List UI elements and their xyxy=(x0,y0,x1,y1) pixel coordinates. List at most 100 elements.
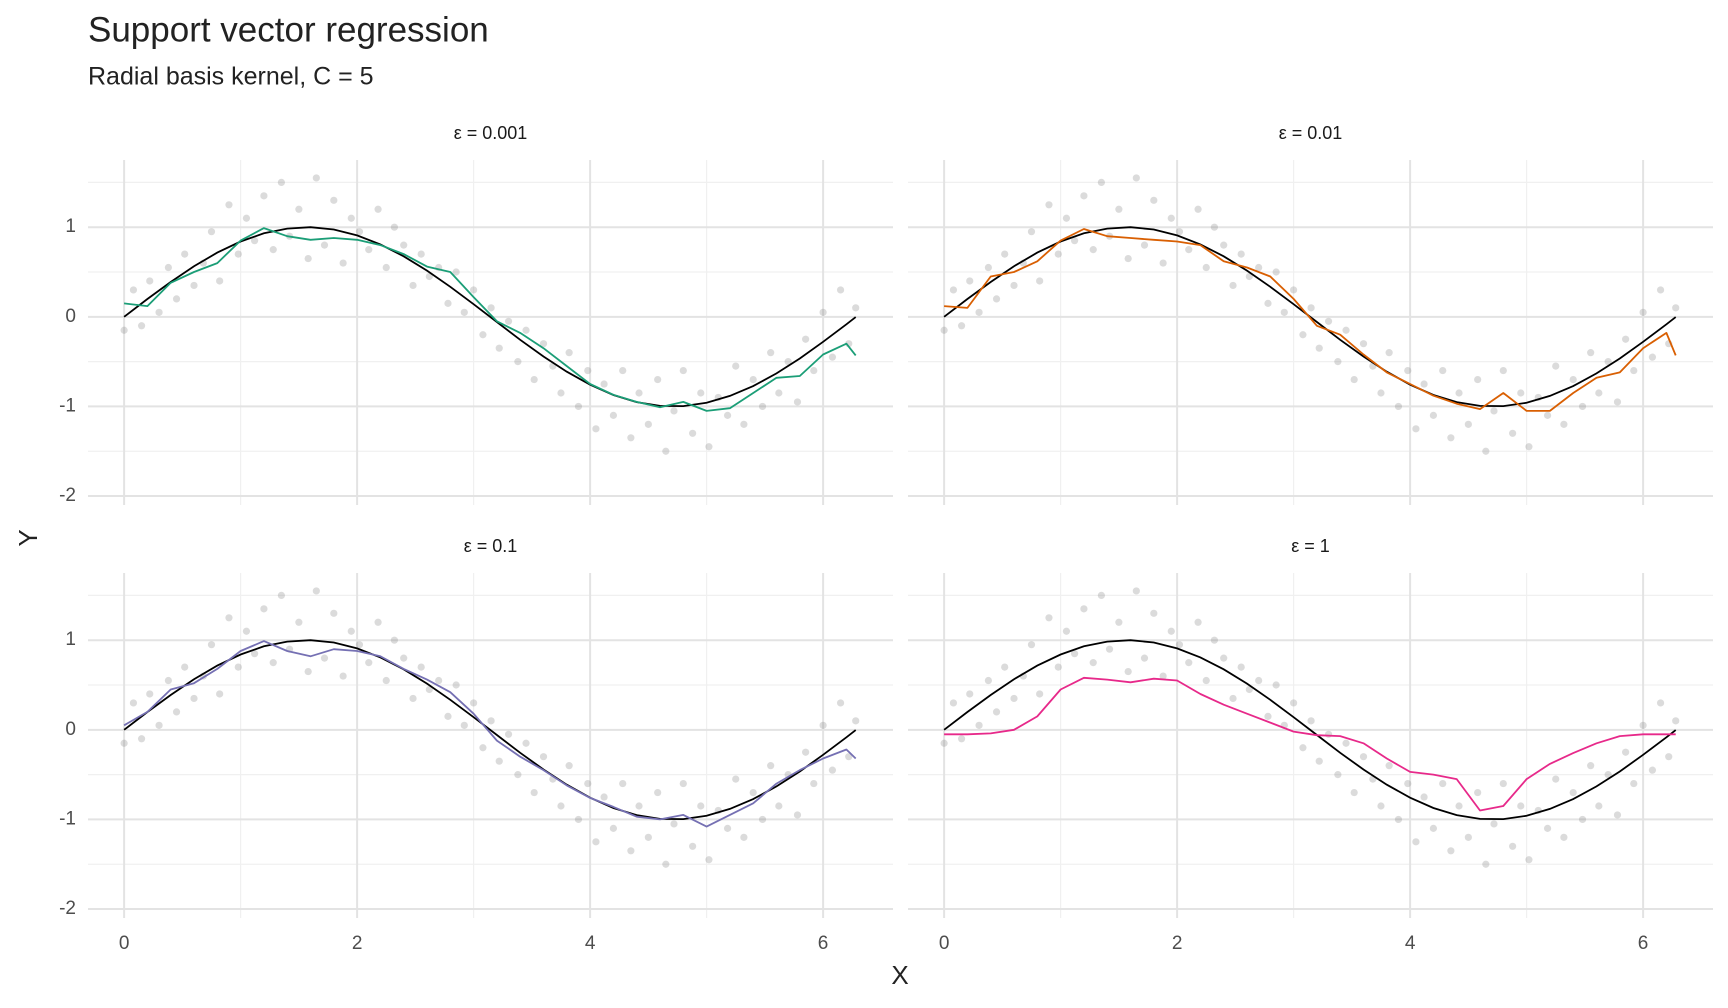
data-point xyxy=(689,842,697,850)
data-point xyxy=(1350,788,1358,797)
data-point xyxy=(1299,744,1307,752)
data-point xyxy=(749,375,757,384)
data-point xyxy=(1307,304,1315,312)
data-point xyxy=(1315,344,1323,352)
data-point xyxy=(1140,654,1149,662)
data-point xyxy=(1185,659,1193,667)
data-point xyxy=(1202,263,1210,272)
data-point xyxy=(1569,375,1577,384)
data-point xyxy=(129,699,138,707)
data-point xyxy=(1115,618,1123,626)
data-point xyxy=(522,739,530,747)
data-point xyxy=(1054,250,1062,258)
data-point xyxy=(444,299,452,307)
x-tick-label: 2 xyxy=(1172,933,1183,954)
data-point xyxy=(679,779,687,788)
data-point xyxy=(1630,366,1638,375)
data-point xyxy=(216,690,224,698)
data-point xyxy=(1648,766,1657,774)
data-point xyxy=(487,304,495,312)
data-point xyxy=(1054,663,1062,671)
data-point xyxy=(409,694,417,703)
data-point xyxy=(460,308,468,316)
data-point xyxy=(975,721,983,729)
data-point xyxy=(1622,335,1630,343)
data-point xyxy=(1447,847,1455,855)
data-point xyxy=(584,779,592,788)
data-point xyxy=(452,681,460,689)
data-point xyxy=(409,281,417,290)
strip-label: ε = 1 xyxy=(1291,536,1330,556)
data-point xyxy=(836,286,845,294)
data-point xyxy=(181,250,189,258)
data-point xyxy=(1672,717,1680,725)
data-point xyxy=(1264,299,1272,307)
data-point xyxy=(1455,389,1463,397)
data-point xyxy=(1474,375,1482,384)
data-point xyxy=(1439,779,1447,788)
data-point xyxy=(1490,820,1498,828)
data-point xyxy=(592,425,600,433)
data-point xyxy=(164,263,172,272)
data-point xyxy=(966,277,974,285)
data-point xyxy=(1552,362,1560,370)
data-point xyxy=(1342,326,1350,334)
data-point xyxy=(574,815,583,824)
data-point xyxy=(530,788,538,797)
data-point xyxy=(1543,824,1552,832)
data-point xyxy=(295,205,303,213)
data-point xyxy=(1167,627,1175,635)
data-point xyxy=(1324,317,1333,325)
data-point xyxy=(793,398,802,406)
data-point xyxy=(758,402,767,411)
data-point xyxy=(1027,641,1036,649)
data-point xyxy=(1639,721,1647,729)
data-point xyxy=(146,690,154,698)
data-point xyxy=(1474,788,1482,797)
data-point xyxy=(1525,443,1533,451)
data-point xyxy=(1377,802,1385,810)
data-point xyxy=(1062,627,1071,635)
data-point xyxy=(1280,308,1288,316)
data-point xyxy=(1272,268,1280,276)
data-point xyxy=(207,641,216,649)
data-point xyxy=(242,214,251,222)
y-tick-label: -2 xyxy=(59,898,76,919)
data-point xyxy=(1175,228,1184,236)
data-point xyxy=(957,322,966,330)
data-point xyxy=(1648,353,1657,361)
data-point xyxy=(635,802,643,810)
data-point xyxy=(1220,654,1228,662)
data-point xyxy=(940,739,948,747)
y-axis-label: Y xyxy=(13,529,43,546)
fit-line xyxy=(123,227,857,412)
data-point xyxy=(1159,672,1167,680)
data-point xyxy=(1202,676,1210,685)
data-point xyxy=(1517,802,1525,810)
data-point xyxy=(1290,699,1298,707)
data-point xyxy=(1045,201,1053,209)
data-point xyxy=(250,650,259,658)
data-point xyxy=(644,833,652,841)
data-point xyxy=(1482,447,1490,455)
x-tick-label: 4 xyxy=(1405,933,1416,954)
data-point xyxy=(400,654,408,662)
data-point xyxy=(775,389,783,397)
data-point xyxy=(137,322,146,330)
data-point xyxy=(1394,815,1403,824)
data-point xyxy=(1595,389,1603,397)
data-point xyxy=(1264,712,1272,720)
y-tick-label: -2 xyxy=(59,485,76,506)
data-point xyxy=(1245,272,1253,281)
data-point xyxy=(600,380,608,388)
data-point xyxy=(1578,815,1587,824)
data-point xyxy=(1010,281,1018,290)
data-point xyxy=(1429,411,1438,419)
data-point xyxy=(654,375,662,384)
data-point xyxy=(347,627,355,635)
data-point xyxy=(1439,366,1447,375)
chart-subtitle: Radial basis kernel, C = 5 xyxy=(88,63,374,91)
data-point xyxy=(644,420,652,428)
data-point xyxy=(207,228,216,236)
data-point xyxy=(654,788,662,797)
